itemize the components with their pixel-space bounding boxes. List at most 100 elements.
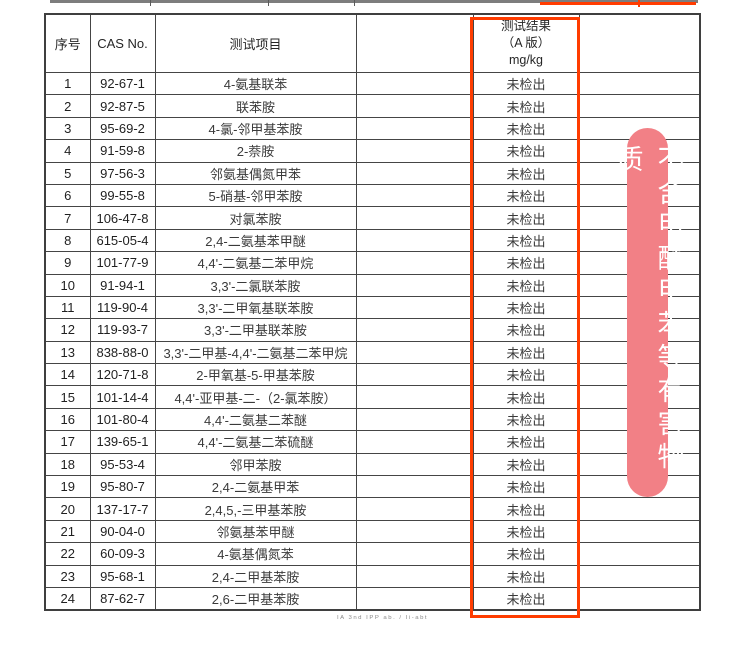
cell-item: 4,4'-二氨基二苯甲烷 — [154, 251, 357, 275]
cell-cas: 95-68-1 — [89, 564, 156, 588]
table-row: 19 95-80-7 2,4-二氨基甲苯 未检出 — [44, 475, 701, 499]
cell-cas: 106-47-8 — [89, 206, 156, 230]
cell-item: 2,4-二氨基苯甲醚 — [154, 228, 357, 253]
col-header-index: 序号 — [44, 13, 91, 73]
cell-result: 未检出 — [472, 430, 580, 454]
cell-result: 未检出 — [472, 340, 580, 365]
cell-result: 未检出 — [472, 116, 580, 141]
cell-item: 2,4-二氨基甲苯 — [154, 475, 357, 499]
cell-result: 未检出 — [472, 71, 580, 96]
cell-cas: 120-71-8 — [89, 363, 156, 387]
previous-table-column-tick — [150, 0, 151, 6]
cell-blank1 — [355, 71, 474, 96]
cell-index: 24 — [44, 586, 91, 611]
cell-cas: 87-62-7 — [89, 586, 156, 611]
cell-item: 3,3'-二甲氧基联苯胺 — [154, 295, 357, 320]
banner-text: 不含甲醛甲苯等有害物质 — [612, 145, 684, 475]
cell-cas: 119-93-7 — [89, 318, 156, 342]
cell-item: 3,3'-二氯联苯胺 — [154, 273, 357, 297]
cell-blank2 — [578, 497, 701, 521]
cell-index: 15 — [44, 385, 91, 409]
cell-cas: 95-69-2 — [89, 116, 156, 141]
cell-item: 2,4,5,-三甲基苯胺 — [154, 497, 357, 521]
cell-item: 4-氨基偶氮苯 — [154, 542, 357, 566]
cell-blank1 — [355, 273, 474, 297]
cell-result: 未检出 — [472, 228, 580, 253]
cell-blank2 — [578, 586, 701, 611]
cell-cas: 91-94-1 — [89, 273, 156, 297]
cell-cas: 101-80-4 — [89, 407, 156, 432]
cell-blank1 — [355, 519, 474, 544]
cell-cas: 95-80-7 — [89, 475, 156, 499]
cell-result: 未检出 — [472, 206, 580, 230]
cell-item: 对氯苯胺 — [154, 206, 357, 230]
cell-index: 3 — [44, 116, 91, 141]
cell-item: 2-萘胺 — [154, 139, 357, 163]
table-row: 4 91-59-8 2-萘胺 未检出 — [44, 139, 701, 163]
cell-item: 4,4'-二氨基二苯硫醚 — [154, 430, 357, 454]
cell-cas: 97-56-3 — [89, 161, 156, 185]
cell-result: 未检出 — [472, 139, 580, 163]
cell-cas: 60-09-3 — [89, 542, 156, 566]
cell-cas: 99-55-8 — [89, 183, 156, 208]
cell-blank1 — [355, 295, 474, 320]
cell-item: 邻甲苯胺 — [154, 452, 357, 477]
col-header-result: 测试结果 （A 版） mg/kg — [472, 13, 580, 73]
result-header-line3: mg/kg — [508, 53, 544, 67]
cell-result: 未检出 — [472, 497, 580, 521]
cell-item: 4-氯-邻甲基苯胺 — [154, 116, 357, 141]
table-row: 16 101-80-4 4,4'-二氨基二苯醚 未检出 — [44, 407, 701, 432]
cell-item: 2,4-二甲基苯胺 — [154, 564, 357, 588]
table-row: 1 92-67-1 4-氨基联苯 未检出 — [44, 71, 701, 96]
previous-table-column-tick — [354, 0, 355, 6]
table-row: 3 95-69-2 4-氯-邻甲基苯胺 未检出 — [44, 116, 701, 141]
cell-blank1 — [355, 139, 474, 163]
cell-index: 23 — [44, 564, 91, 588]
cell-result: 未检出 — [472, 475, 580, 499]
cell-blank2 — [578, 519, 701, 544]
cell-cas: 139-65-1 — [89, 430, 156, 454]
cell-cas: 838-88-0 — [89, 340, 156, 365]
cell-blank1 — [355, 586, 474, 611]
cell-index: 21 — [44, 519, 91, 544]
previous-table-bottom-edge — [50, 0, 698, 3]
cell-result: 未检出 — [472, 183, 580, 208]
table-row: 15 101-14-4 4,4'-亚甲基-二-（2-氯苯胺） 未检出 — [44, 385, 701, 409]
cell-index: 18 — [44, 452, 91, 477]
cell-result: 未检出 — [472, 295, 580, 320]
cell-result: 未检出 — [472, 94, 580, 118]
cell-item: 2-甲氧基-5-甲基苯胺 — [154, 363, 357, 387]
cell-cas: 119-90-4 — [89, 295, 156, 320]
cell-blank2 — [578, 71, 701, 96]
cell-blank1 — [355, 542, 474, 566]
cell-result: 未检出 — [472, 273, 580, 297]
cell-result: 未检出 — [472, 564, 580, 588]
cell-index: 6 — [44, 183, 91, 208]
cell-index: 16 — [44, 407, 91, 432]
table-row: 12 119-93-7 3,3'-二甲基联苯胺 未检出 — [44, 318, 701, 342]
cell-index: 13 — [44, 340, 91, 365]
cell-result: 未检出 — [472, 385, 580, 409]
cell-result: 未检出 — [472, 452, 580, 477]
result-header-line2: （A 版） — [501, 36, 551, 50]
cell-item: 联苯胺 — [154, 94, 357, 118]
cell-result: 未检出 — [472, 542, 580, 566]
col-header-item: 测试项目 — [154, 13, 357, 73]
table-row: 13 838-88-0 3,3'-二甲基-4,4'-二氨基二苯甲烷 未检出 — [44, 340, 701, 365]
cell-item: 5-硝基-邻甲苯胺 — [154, 183, 357, 208]
cell-result: 未检出 — [472, 161, 580, 185]
table-row: 5 97-56-3 邻氨基偶氮甲苯 未检出 — [44, 161, 701, 185]
cell-result: 未检出 — [472, 251, 580, 275]
cell-blank1 — [355, 430, 474, 454]
table-row: 9 101-77-9 4,4'-二氨基二苯甲烷 未检出 — [44, 251, 701, 275]
table-header-row: 序号 CAS No. 测试项目 测试结果 （A 版） mg/kg — [44, 13, 701, 73]
cell-index: 8 — [44, 228, 91, 253]
cell-index: 2 — [44, 94, 91, 118]
footer-fine-print: IA 3nd IPP ab. / Ii-abt — [337, 615, 429, 621]
cell-blank2 — [578, 542, 701, 566]
cell-index: 12 — [44, 318, 91, 342]
table-row: 22 60-09-3 4-氨基偶氮苯 未检出 — [44, 542, 701, 566]
cell-cas: 92-67-1 — [89, 71, 156, 96]
cell-blank1 — [355, 228, 474, 253]
